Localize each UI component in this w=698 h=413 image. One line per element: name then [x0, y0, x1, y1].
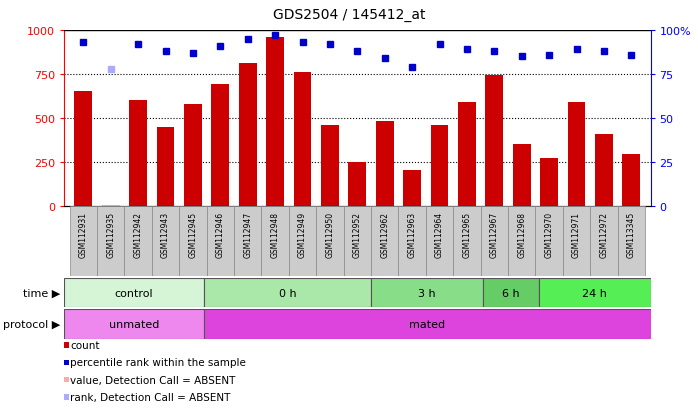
Bar	[481, 206, 508, 276]
Text: 6 h: 6 h	[502, 288, 520, 298]
Bar	[403, 171, 421, 206]
Text: GSM112947: GSM112947	[244, 212, 252, 258]
Bar	[207, 206, 234, 276]
Text: 3 h: 3 h	[418, 288, 436, 298]
Text: percentile rank within the sample: percentile rank within the sample	[70, 357, 246, 368]
Bar	[540, 159, 558, 206]
Text: GSM112950: GSM112950	[325, 212, 334, 258]
Bar	[179, 206, 207, 276]
Bar	[539, 278, 651, 308]
Bar	[70, 206, 97, 276]
Bar	[289, 206, 316, 276]
Bar	[371, 206, 399, 276]
Bar	[64, 278, 204, 308]
Text: mated: mated	[409, 319, 445, 329]
Bar	[483, 278, 539, 308]
Bar	[204, 278, 371, 308]
Text: GSM112971: GSM112971	[572, 212, 581, 258]
Text: GSM112942: GSM112942	[134, 212, 142, 258]
Text: GSM112965: GSM112965	[463, 212, 471, 258]
Bar	[567, 103, 586, 206]
Text: GSM112949: GSM112949	[298, 212, 307, 258]
Bar	[618, 206, 645, 276]
Bar	[204, 309, 651, 339]
Text: 24 h: 24 h	[582, 288, 607, 298]
Text: GSM113345: GSM113345	[627, 212, 636, 258]
Text: GSM112964: GSM112964	[435, 212, 444, 258]
Text: GSM112962: GSM112962	[380, 212, 389, 258]
Bar	[623, 154, 640, 206]
Bar	[184, 104, 202, 206]
Text: GSM112945: GSM112945	[188, 212, 198, 258]
Bar	[316, 206, 343, 276]
Bar	[453, 206, 481, 276]
Text: control: control	[114, 288, 154, 298]
Text: GSM112972: GSM112972	[600, 212, 609, 258]
Bar	[234, 206, 262, 276]
Bar	[152, 206, 179, 276]
Bar	[563, 206, 591, 276]
Text: GSM112952: GSM112952	[353, 212, 362, 258]
Text: value, Detection Call = ABSENT: value, Detection Call = ABSENT	[70, 375, 235, 385]
Bar	[371, 278, 483, 308]
Bar	[294, 73, 311, 206]
Bar	[458, 103, 476, 206]
Bar	[262, 206, 289, 276]
Text: protocol ▶: protocol ▶	[3, 319, 61, 329]
Bar	[595, 134, 613, 206]
Text: GSM112970: GSM112970	[544, 212, 554, 258]
Bar	[129, 101, 147, 206]
Text: GSM112931: GSM112931	[79, 212, 88, 258]
Bar	[535, 206, 563, 276]
Text: GSM112948: GSM112948	[271, 212, 280, 258]
Text: unmated: unmated	[109, 319, 159, 329]
Text: GSM112968: GSM112968	[517, 212, 526, 258]
Bar	[64, 309, 204, 339]
Text: GSM112946: GSM112946	[216, 212, 225, 258]
Bar	[97, 206, 124, 276]
Text: GSM112963: GSM112963	[408, 212, 417, 258]
Bar	[486, 76, 503, 206]
Bar	[75, 92, 92, 206]
Text: rank, Detection Call = ABSENT: rank, Detection Call = ABSENT	[70, 392, 230, 402]
Bar	[124, 206, 152, 276]
Bar	[239, 64, 257, 206]
Bar	[156, 127, 174, 206]
Bar	[266, 38, 284, 206]
Bar	[211, 85, 229, 206]
Bar	[513, 145, 530, 206]
Text: 0 h: 0 h	[279, 288, 297, 298]
Bar	[321, 126, 339, 206]
Bar	[431, 126, 449, 206]
Bar	[348, 162, 366, 206]
Text: GSM112967: GSM112967	[490, 212, 499, 258]
Bar	[343, 206, 371, 276]
Text: count: count	[70, 340, 100, 350]
Bar	[508, 206, 535, 276]
Bar	[426, 206, 453, 276]
Bar	[102, 205, 119, 206]
Text: time ▶: time ▶	[24, 288, 61, 298]
Bar	[591, 206, 618, 276]
Text: GDS2504 / 145412_at: GDS2504 / 145412_at	[273, 8, 425, 22]
Text: GSM112943: GSM112943	[161, 212, 170, 258]
Bar	[399, 206, 426, 276]
Bar	[376, 122, 394, 206]
Text: GSM112935: GSM112935	[106, 212, 115, 258]
